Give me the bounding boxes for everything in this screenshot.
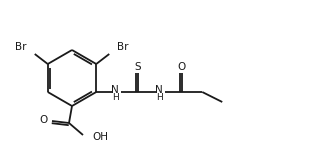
Text: Br: Br xyxy=(117,42,129,52)
Text: N: N xyxy=(111,85,119,95)
Text: Br: Br xyxy=(15,42,27,52)
Text: N: N xyxy=(155,85,163,95)
Text: O: O xyxy=(177,62,185,72)
Text: S: S xyxy=(134,62,141,72)
Text: OH: OH xyxy=(92,132,108,142)
Text: H: H xyxy=(156,92,163,101)
Text: H: H xyxy=(112,92,118,101)
Text: O: O xyxy=(40,115,48,125)
